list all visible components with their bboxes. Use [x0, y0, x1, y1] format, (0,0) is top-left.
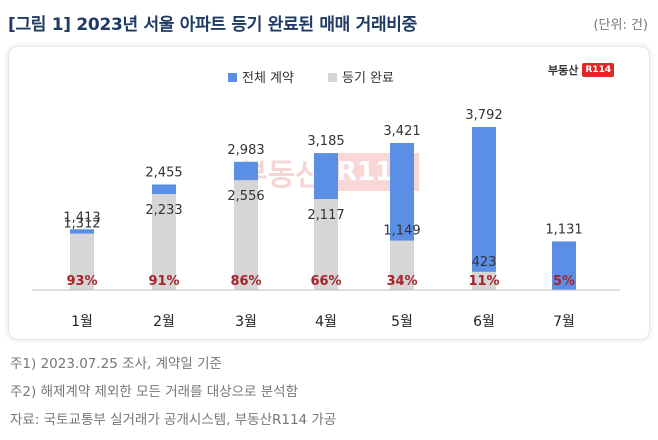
data-label-total: 1,413 [63, 210, 100, 225]
data-label-completed: 2,233 [145, 203, 182, 218]
x-tick-label: 2월 [153, 314, 175, 330]
bar-completed [472, 271, 496, 290]
data-label-completed: 1,312 [63, 217, 100, 232]
bar-completed [390, 240, 414, 290]
bar-completed [234, 180, 258, 290]
x-tick-label: 4월 [315, 314, 337, 330]
ratio-label: 93% [66, 274, 97, 289]
bar-completed [70, 233, 94, 290]
data-label-completed: 423 [472, 255, 497, 270]
data-label-completed: 1,149 [383, 224, 420, 239]
ratio-label: 66% [310, 274, 341, 289]
legend-label-completed: 등기 완료 [342, 71, 394, 86]
ratio-label: 5% [553, 274, 575, 289]
note-2: 주2) 해제계약 제외한 모든 거래를 대상으로 분석함 [10, 384, 299, 400]
ratio-label: 86% [230, 274, 261, 289]
data-label-total: 3,792 [465, 108, 502, 123]
data-label-total: 3,185 [307, 134, 344, 149]
ratio-label: 91% [148, 274, 179, 289]
logo-text: 부동산 [548, 64, 579, 77]
bar-total [552, 241, 576, 290]
data-label-total: 1,131 [545, 222, 582, 237]
x-tick-label: 5월 [391, 314, 413, 330]
data-label-total: 3,421 [383, 124, 420, 139]
data-label-completed: 2,117 [307, 208, 344, 223]
data-label-total: 2,455 [145, 165, 182, 180]
ratio-label: 34% [386, 274, 417, 289]
legend-swatch-completed [328, 73, 337, 82]
x-tick-label: 7월 [553, 314, 575, 330]
legend-label-total: 전체 계약 [242, 71, 294, 86]
ratio-label: 11% [468, 274, 499, 289]
bar-completed [314, 199, 338, 290]
logo-box: R114 [582, 63, 615, 77]
note-1: 주1) 2023.07.25 조사, 계약일 기준 [10, 356, 222, 372]
x-tick-label: 1월 [71, 314, 93, 330]
chart-title: [그림 1] 2023년 서울 아파트 등기 완료된 매매 거래비중 [8, 15, 417, 35]
brand-logo: 부동산 R114 [548, 62, 615, 78]
unit-label: (단위: 건) [593, 18, 648, 33]
data-label-completed: 2,556 [227, 189, 264, 204]
bar-total [472, 127, 496, 290]
x-tick-label: 6월 [473, 314, 495, 330]
bar-completed [152, 194, 176, 290]
data-label-total: 2,983 [227, 143, 264, 158]
note-3: 자료: 국토교통부 실거래가 공개시스템, 부동산R114 가공 [10, 412, 337, 428]
legend-swatch-total [228, 73, 237, 82]
x-tick-label: 3월 [235, 314, 257, 330]
